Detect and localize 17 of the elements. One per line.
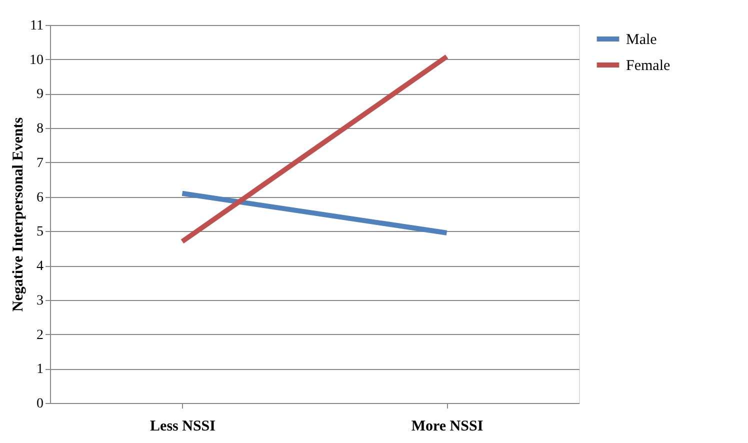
y-tick-label: 1 — [36, 362, 44, 378]
y-tick-label: 3 — [36, 293, 44, 308]
y-tick-label: 5 — [36, 224, 44, 240]
legend-label: Female — [626, 58, 670, 74]
y-tick-label: 11 — [30, 18, 44, 34]
y-tick-label: 10 — [30, 52, 44, 68]
y-tick-label: 7 — [36, 156, 44, 171]
y-tick-label: 0 — [36, 396, 44, 412]
y-tick-label: 4 — [36, 259, 44, 274]
y-tick-label: 6 — [36, 190, 44, 206]
y-tick-label: 9 — [36, 87, 44, 102]
x-tick-label: More NSSI — [411, 418, 484, 434]
y-axis-title: Negative Interpersonal Events — [10, 117, 26, 312]
y-tick-label: 8 — [36, 122, 44, 137]
legend-label: Male — [626, 32, 658, 48]
y-tick-label: 2 — [36, 328, 44, 343]
x-tick-label: Less NSSI — [150, 418, 216, 434]
